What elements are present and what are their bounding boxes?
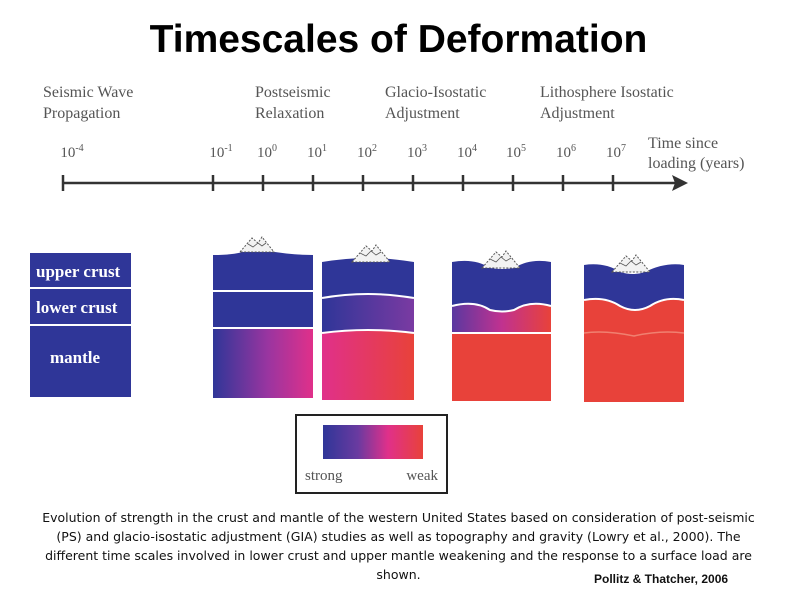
figure-credit: Pollitz & Thatcher, 2006 xyxy=(594,572,729,586)
tick-label: 103 xyxy=(407,143,427,161)
upper-crust-layer xyxy=(322,258,414,298)
lower-crust-layer xyxy=(213,291,313,328)
page-title: Timescales of Deformation xyxy=(149,18,648,61)
mantle-layer xyxy=(213,328,313,398)
phase-label-postseismic: Postseismic Relaxation xyxy=(255,84,331,122)
phase-label-lithosphere-isostatic: Lithosphere Isostatic Adjustment xyxy=(540,84,674,122)
lower-crust-layer xyxy=(322,294,414,333)
mountain-load-icon xyxy=(238,236,276,253)
phase-label-glacio-isostatic: Glacio-Isostatic Adjustment xyxy=(385,84,487,122)
tick-label: 100 xyxy=(257,143,277,161)
layer-boundary xyxy=(321,292,415,299)
tick-label: 105 xyxy=(506,143,526,161)
axis-label: Time since loading (years) xyxy=(648,135,745,172)
lower-crust-and-mantle-layer xyxy=(584,298,684,402)
layer-boundary xyxy=(583,331,685,337)
legend-weak-label: weak xyxy=(406,468,438,484)
block-postseismic-late xyxy=(321,244,415,400)
phase-label-seismic-wave: Seismic Wave Propagation xyxy=(43,84,134,122)
layer-boundary xyxy=(451,302,552,313)
block-postseismic xyxy=(213,236,313,398)
mountain-load-icon xyxy=(350,244,392,263)
lower-crust-layer xyxy=(452,303,551,333)
layer-label-lower-crust: lower crust xyxy=(36,298,118,317)
tick-label: 101 xyxy=(307,143,327,161)
legend-strong-label: strong xyxy=(305,468,343,484)
layer-boundary xyxy=(321,328,415,334)
mantle-layer xyxy=(452,333,551,401)
layer-label-upper-crust: upper crust xyxy=(36,262,121,281)
upper-crust-layer xyxy=(213,255,313,291)
layer-label-mantle: mantle xyxy=(50,348,101,367)
figure-caption: Evolution of strength in the crust and m… xyxy=(42,510,755,582)
mantle-layer xyxy=(322,330,414,400)
upper-crust-layer xyxy=(452,260,551,312)
strength-legend: strong weak xyxy=(295,414,448,494)
tick-label: 102 xyxy=(357,143,377,161)
reference-column xyxy=(30,253,131,397)
tick-label: 106 xyxy=(556,143,576,161)
tick-label: 10-1 xyxy=(209,143,233,161)
block-lithosphere-isostatic xyxy=(583,254,685,402)
block-glacio-isostatic xyxy=(451,250,552,401)
mountain-load-icon xyxy=(480,250,522,269)
mountain-load-icon xyxy=(610,254,652,273)
upper-crust-layer xyxy=(584,264,684,310)
axis-arrowhead xyxy=(672,175,688,191)
layer-boundary xyxy=(583,297,685,311)
tick-label: 107 xyxy=(606,143,626,161)
time-axis xyxy=(61,175,688,191)
strength-gradient-bar xyxy=(323,425,423,459)
tick-label: 10-4 xyxy=(60,143,84,161)
tick-label: 104 xyxy=(457,143,477,161)
